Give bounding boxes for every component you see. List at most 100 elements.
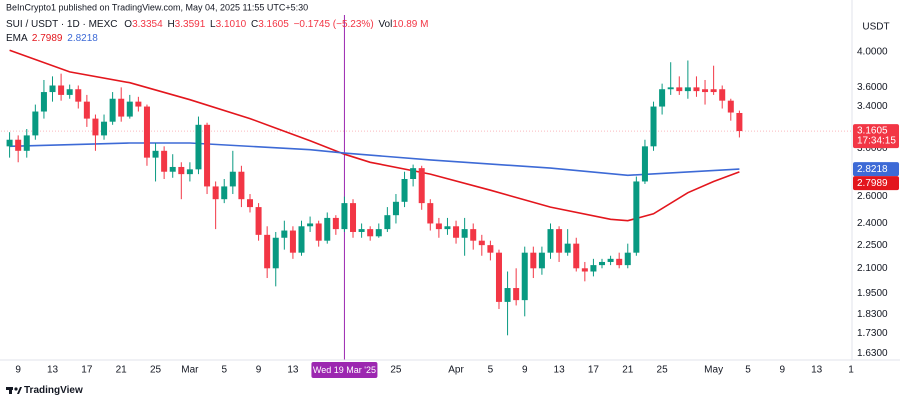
- price-tag: [853, 176, 899, 191]
- y-tick-label: 4.0000: [857, 47, 888, 58]
- candle: [410, 164, 417, 187]
- candle: [212, 181, 219, 230]
- candle: [581, 261, 588, 282]
- candle: [684, 60, 691, 99]
- candle-body: [264, 234, 271, 269]
- candle-body: [392, 201, 399, 216]
- candle-body: [641, 146, 648, 182]
- y-tick-label: 2.2500: [857, 240, 888, 251]
- candle-body: [736, 112, 743, 132]
- candle: [92, 114, 99, 151]
- ema-value: 2.8218: [67, 33, 98, 44]
- candle: [444, 217, 451, 235]
- ohlc-legend: SUI / USDT · 1D · MEXC O3.3354 H3.3591 L…: [6, 19, 428, 30]
- candle-body: [521, 252, 528, 301]
- candle-body: [538, 252, 545, 269]
- candle-body: [461, 229, 468, 238]
- x-tick-label: 25: [150, 365, 162, 376]
- candle-body: [15, 139, 22, 151]
- candle: [504, 271, 511, 336]
- candle-body: [255, 207, 262, 235]
- candle-body: [341, 203, 348, 230]
- candle-body: [599, 261, 606, 266]
- candle: [178, 162, 185, 200]
- candle: [161, 146, 168, 179]
- candle: [101, 114, 108, 140]
- crosshair-label-text: Wed 19 Mar '25: [313, 365, 376, 375]
- candle-body: [281, 230, 288, 238]
- candle-body: [547, 229, 554, 253]
- candle-body: [221, 186, 228, 200]
- candle-body: [161, 150, 168, 172]
- candle-body: [169, 166, 176, 172]
- change: −0.1745 (−5.23%): [294, 19, 374, 30]
- x-tick-label: 5: [221, 365, 227, 376]
- candle-body: [478, 240, 485, 246]
- candle-body: [710, 89, 717, 93]
- candle: [573, 237, 580, 272]
- candle-body: [324, 217, 331, 241]
- y-tick-label: 3.6000: [857, 82, 888, 93]
- candle-body: [58, 85, 65, 95]
- candle-body: [427, 203, 434, 224]
- candle-body: [332, 217, 339, 230]
- candle: [633, 176, 640, 256]
- x-tick-label: 25: [390, 365, 402, 376]
- x-tick-label: 9: [522, 365, 528, 376]
- candle-body: [212, 186, 219, 200]
- candle: [607, 255, 614, 266]
- candle: [564, 229, 571, 256]
- candle: [693, 76, 700, 97]
- candle: [547, 223, 554, 259]
- x-tick-label: 25: [657, 365, 669, 376]
- candle: [109, 92, 116, 125]
- ohlc-value: 3.3591: [175, 19, 206, 30]
- candle: [727, 98, 734, 121]
- candle: [375, 223, 382, 238]
- candle-body: [109, 98, 116, 122]
- candle-body: [350, 203, 357, 232]
- candle: [667, 62, 674, 95]
- candle: [83, 94, 90, 127]
- y-tick-label: 1.8300: [857, 309, 888, 320]
- candle: [221, 178, 228, 204]
- candle-body: [719, 89, 726, 101]
- candle: [135, 96, 142, 112]
- candle: [435, 217, 442, 238]
- candle-body: [152, 150, 159, 158]
- candle-body: [470, 229, 477, 241]
- candle: [58, 73, 65, 101]
- ema-line: [9, 49, 740, 222]
- candle: [332, 215, 339, 235]
- candle: [49, 76, 56, 102]
- x-tick-label: 9: [780, 365, 786, 376]
- candle: [126, 94, 133, 119]
- candle: [616, 252, 623, 269]
- candle-body: [410, 168, 417, 179]
- candle-body: [418, 168, 425, 204]
- candle-body: [453, 226, 460, 238]
- candle: [341, 196, 348, 232]
- x-tick-label: 13: [47, 365, 59, 376]
- candle: [427, 199, 434, 231]
- candle-body: [444, 226, 451, 230]
- candle-body: [607, 258, 614, 262]
- candle: [186, 162, 193, 182]
- candle: [289, 226, 296, 259]
- candle-body: [23, 135, 30, 151]
- y-tick-label: 1.9500: [857, 288, 888, 299]
- candle: [195, 116, 202, 175]
- candle-body: [195, 124, 202, 170]
- candle: [40, 79, 47, 119]
- candle: [315, 220, 322, 247]
- candle: [298, 220, 305, 256]
- candle-body: [659, 89, 666, 107]
- candle: [23, 129, 30, 158]
- candle: [118, 87, 125, 122]
- candle: [229, 150, 236, 195]
- y-tick-label: 1.7300: [857, 328, 888, 339]
- y-tick-label: 1.6300: [857, 348, 888, 359]
- candle-body: [590, 265, 597, 272]
- y-tick-label: 3.0000: [857, 143, 888, 154]
